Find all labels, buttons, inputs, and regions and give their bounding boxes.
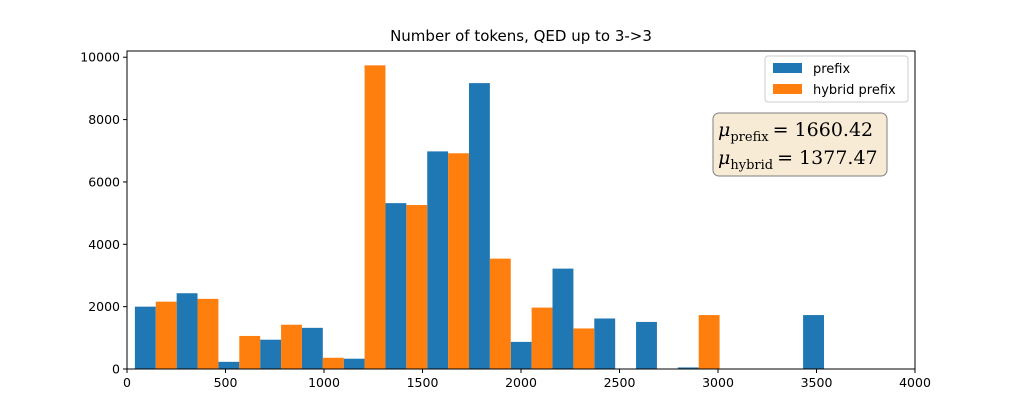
bar-hybrid-prefix-13 bbox=[698, 315, 720, 369]
legend-label-prefix: prefix bbox=[813, 62, 850, 77]
bars-group bbox=[134, 65, 824, 370]
bar-hybrid-prefix-5 bbox=[364, 65, 386, 369]
stats-box: μprefix = 1660.42 μhybrid = 1377.47 bbox=[712, 112, 888, 177]
x-tick-label-1500: 1500 bbox=[407, 375, 439, 390]
bar-prefix-5 bbox=[343, 358, 365, 369]
bar-hybrid-prefix-9 bbox=[531, 307, 553, 369]
y-tick-label-6000: 6000 bbox=[88, 174, 120, 189]
stats-box-frame bbox=[712, 112, 888, 177]
y-tick-label-8000: 8000 bbox=[88, 112, 120, 127]
x-axis: 0 500 1000 1500 2000 2500 3000 3500 4000 bbox=[123, 369, 931, 390]
bar-hybrid-prefix-3 bbox=[281, 324, 302, 369]
x-tick-label-500: 500 bbox=[214, 375, 238, 390]
bar-prefix-3 bbox=[260, 339, 282, 369]
bar-prefix-16 bbox=[803, 315, 824, 369]
bar-prefix-13 bbox=[677, 367, 699, 369]
x-tick-label-1000: 1000 bbox=[308, 375, 340, 390]
bar-hybrid-prefix-10 bbox=[573, 328, 595, 369]
bar-prefix-10 bbox=[552, 268, 574, 369]
mu-prefix-subscript: prefix bbox=[730, 130, 769, 145]
bar-hybrid-prefix-2 bbox=[239, 335, 261, 369]
chart-title: Number of tokens, QED up to 3->3 bbox=[390, 27, 652, 45]
bar-hybrid-prefix-7 bbox=[448, 153, 469, 369]
bar-prefix-0 bbox=[134, 306, 156, 369]
mu-hybrid-symbol: μ bbox=[718, 147, 730, 169]
x-tick-label-4000: 4000 bbox=[899, 375, 931, 390]
x-tick-label-0: 0 bbox=[123, 375, 131, 390]
mu-hybrid-subscript: hybrid bbox=[730, 158, 773, 173]
stats-prefix-line: μprefix = 1660.42 bbox=[718, 119, 873, 145]
bar-prefix-12 bbox=[636, 321, 657, 369]
y-tick-label-10000: 10000 bbox=[80, 50, 120, 65]
x-tick-label-3000: 3000 bbox=[702, 375, 734, 390]
bar-hybrid-prefix-8 bbox=[489, 258, 511, 369]
y-axis: 0 2000 4000 6000 8000 10000 bbox=[80, 50, 127, 377]
bar-prefix-7 bbox=[427, 151, 449, 369]
mu-prefix-symbol: μ bbox=[718, 119, 730, 141]
x-tick-label-2500: 2500 bbox=[604, 375, 636, 390]
y-tick-label-4000: 4000 bbox=[88, 237, 120, 252]
mu-hybrid-value: = 1377.47 bbox=[777, 147, 878, 169]
legend-swatch-hybrid-prefix bbox=[773, 84, 802, 94]
y-tick-label-2000: 2000 bbox=[88, 299, 120, 314]
mu-prefix-value: = 1660.42 bbox=[773, 119, 874, 141]
x-tick-label-2000: 2000 bbox=[505, 375, 537, 390]
bar-prefix-11 bbox=[594, 318, 616, 369]
bar-hybrid-prefix-1 bbox=[197, 298, 219, 369]
bar-prefix-6 bbox=[385, 203, 407, 369]
bar-prefix-9 bbox=[510, 341, 532, 369]
stats-hybrid-line: μhybrid = 1377.47 bbox=[718, 147, 878, 173]
legend-swatch-prefix bbox=[773, 63, 802, 73]
legend: prefix hybrid prefix bbox=[764, 55, 909, 103]
bar-prefix-4 bbox=[301, 327, 323, 369]
legend-label-hybrid-prefix: hybrid prefix bbox=[813, 83, 896, 98]
bar-prefix-8 bbox=[468, 83, 490, 370]
bar-prefix-1 bbox=[176, 293, 198, 369]
bar-prefix-2 bbox=[218, 361, 240, 369]
y-tick-label-0: 0 bbox=[112, 362, 120, 377]
bar-hybrid-prefix-4 bbox=[322, 357, 344, 369]
bar-hybrid-prefix-6 bbox=[406, 205, 428, 369]
x-tick-label-3500: 3500 bbox=[801, 375, 833, 390]
bar-hybrid-prefix-0 bbox=[155, 301, 177, 369]
